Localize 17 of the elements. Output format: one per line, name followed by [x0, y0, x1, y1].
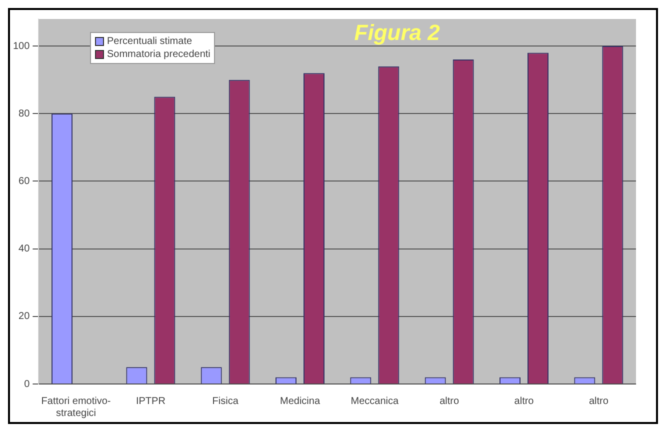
- x-tick-label: IPTPR: [136, 396, 166, 407]
- x-tick-label: Meccanica: [350, 396, 400, 407]
- y-tick-label: 40: [18, 244, 30, 255]
- legend-label: Percentuali stimate: [107, 35, 192, 48]
- x-tick-label: altro: [514, 396, 534, 407]
- x-tick-label: Fattori emotivo-strategici: [41, 396, 111, 419]
- legend-label: Sommatoria precedenti: [107, 48, 210, 61]
- y-tick-label: 60: [18, 176, 30, 187]
- x-tick-label: Fisica: [212, 396, 239, 407]
- x-tick-label: Medicina: [280, 396, 320, 407]
- y-tick-label: 100: [12, 40, 30, 52]
- y-tick-label: 20: [18, 311, 30, 322]
- x-tick-label: altro: [588, 396, 609, 407]
- x-tick-label: altro: [440, 396, 460, 407]
- chart-title: Figura 2: [354, 20, 441, 46]
- y-tick-label: 80: [18, 108, 30, 120]
- y-tick-label: 0: [24, 378, 30, 390]
